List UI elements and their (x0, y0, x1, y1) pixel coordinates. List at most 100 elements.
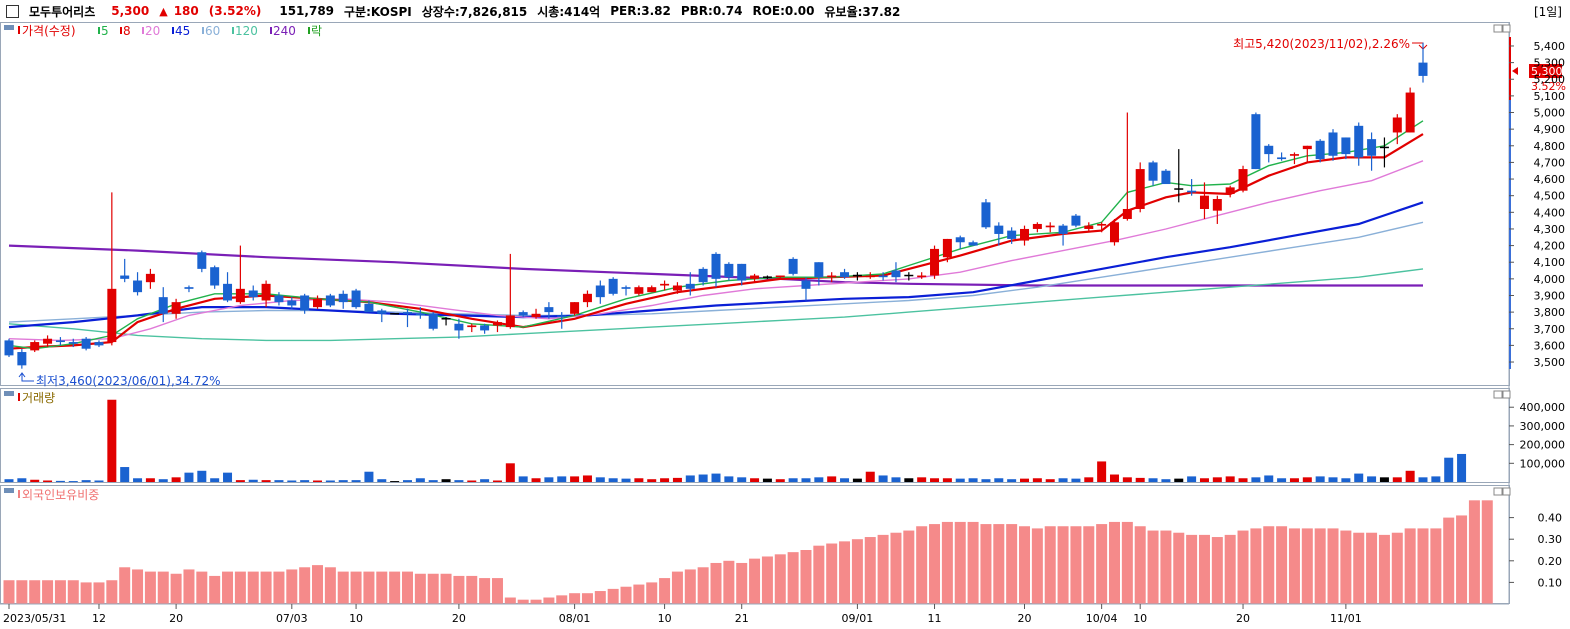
volume-tick-label: 400,000 (1520, 401, 1566, 414)
x-tick-label: 07/03 (276, 612, 308, 625)
foreign-bar (170, 573, 182, 604)
volume-bar (750, 478, 760, 482)
foreign-bar (1134, 526, 1146, 604)
foreign-bar (864, 537, 876, 604)
foreign-bar (1083, 526, 1095, 604)
foreign-bar (903, 530, 915, 604)
foreign-bar (671, 571, 683, 604)
candle-body (145, 273, 155, 283)
candle-body (557, 315, 567, 318)
volume-bar (1187, 476, 1197, 482)
candle-body (1071, 215, 1081, 226)
foreign-bar (1378, 534, 1390, 604)
foreign-bar (736, 562, 748, 604)
candle-body (94, 342, 104, 346)
x-tick-label: 10 (1133, 612, 1147, 625)
candle-body (300, 295, 310, 311)
volume-bar (852, 478, 862, 482)
price-panel-close-button[interactable] (1502, 24, 1511, 33)
volume-bar (865, 471, 875, 482)
volume-bar (1007, 479, 1017, 482)
stock-checkbox[interactable] (6, 4, 19, 18)
volume-bar (1238, 478, 1248, 482)
foreign-bar (594, 591, 606, 604)
foreign-bar (144, 571, 156, 604)
candle-body (1032, 223, 1042, 229)
foreign-bar (389, 571, 401, 604)
volume-bar (158, 479, 168, 482)
volume-bar (184, 472, 194, 482)
period-selector[interactable]: [1일] (1533, 5, 1562, 19)
candle-body (1354, 125, 1364, 158)
volume-panel-close-button[interactable] (1502, 390, 1511, 399)
candle-body (1007, 230, 1017, 239)
volume-bar (1135, 477, 1145, 482)
foreign-bar (93, 582, 105, 604)
candle-body (891, 270, 901, 278)
candle-body (724, 263, 734, 278)
candle-body (1122, 208, 1132, 219)
volume-bar (235, 480, 245, 482)
candle-body (1418, 62, 1428, 76)
volume-title: 거래량 (22, 391, 55, 405)
volume-bar (68, 481, 78, 483)
candle-body (68, 342, 78, 344)
price-tick-label: 3,500 (1534, 356, 1566, 369)
candle-body (621, 287, 631, 289)
foreign-bar (890, 532, 902, 604)
candle-body (133, 280, 143, 293)
price-tick-label: 4,100 (1534, 256, 1566, 269)
foreign-panel-close-button[interactable] (1502, 487, 1511, 496)
candle-body (711, 253, 721, 279)
candle-body (158, 297, 168, 314)
candle-body (865, 275, 875, 278)
price-tick-label: 4,600 (1534, 173, 1566, 186)
foreign-bar (1250, 528, 1262, 604)
volume-bar (17, 478, 27, 482)
candle-body (81, 338, 91, 349)
volume-panel-minimize-button[interactable] (1493, 390, 1503, 399)
volume-bar (1225, 476, 1235, 482)
foreign-bar (774, 554, 786, 604)
volume-bar (145, 478, 155, 482)
foreign-bar (813, 545, 825, 604)
foreign-bar (1108, 521, 1120, 604)
volume-bar (351, 480, 361, 482)
foreign-tick-label: 0.10 (1538, 576, 1563, 589)
foreign-bar (504, 597, 516, 604)
foreign-bar (1456, 515, 1468, 604)
candle-body (351, 290, 361, 308)
volume-bar (55, 480, 65, 482)
candle-body (801, 280, 811, 289)
foreign-bar (247, 571, 259, 604)
legend-ma-45: 45 (175, 24, 190, 38)
candle-body (467, 325, 477, 328)
foreign-bar (106, 580, 118, 604)
ma-line-20 (8, 160, 1424, 342)
ma-line-120 (8, 268, 1424, 342)
ma-line-60 (8, 221, 1424, 323)
foreign-bar (1430, 528, 1442, 604)
volume-bar (531, 478, 541, 482)
low-arrow-icon (21, 374, 34, 382)
candle-body (261, 283, 271, 301)
candle-body (428, 313, 438, 329)
price-tick-label: 5,300 (1534, 57, 1566, 70)
candle-body (505, 315, 515, 328)
volume-panel (0, 388, 1510, 483)
candle-body (955, 237, 965, 243)
stock-header: 모두투어리츠 5,300 ▲ 180 (3.52%) 151,789 구분:KO… (0, 0, 1570, 23)
volume-bar (300, 480, 310, 482)
foreign-bar (826, 543, 838, 604)
volume-bar (891, 477, 901, 482)
foreign-bar (993, 524, 1005, 604)
candle-body (1187, 190, 1197, 193)
foreign-panel-minimize-button[interactable] (1493, 487, 1503, 496)
foreign-bar (723, 560, 735, 604)
volume-bar (904, 478, 914, 482)
volume-bar (698, 474, 708, 482)
candle-body (1045, 225, 1055, 228)
foreign-bar (800, 550, 812, 604)
price-panel-minimize-button[interactable] (1493, 24, 1503, 33)
volume-bar (223, 472, 233, 482)
